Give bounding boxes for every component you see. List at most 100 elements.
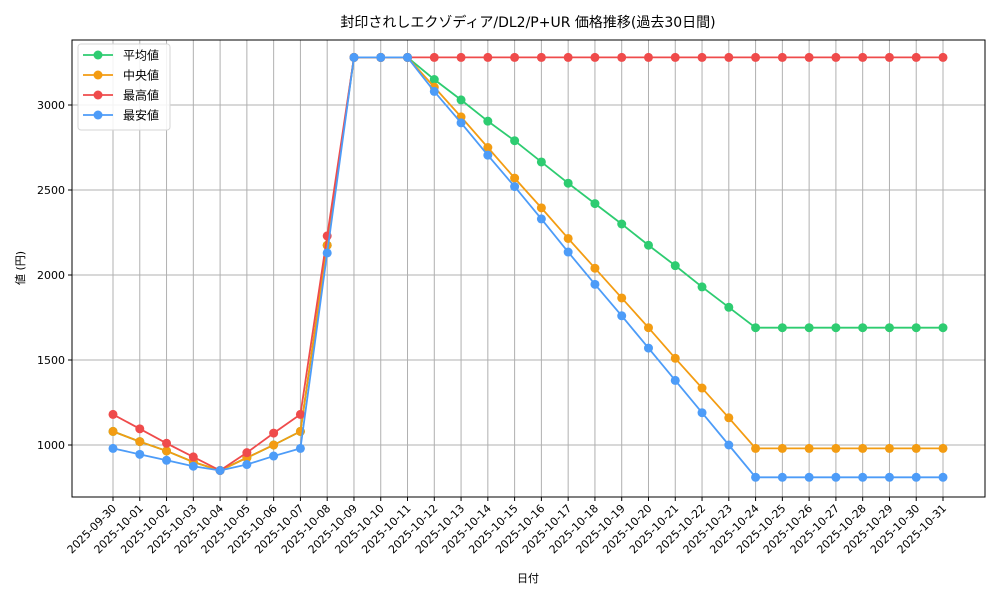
data-point-marker	[831, 472, 841, 482]
legend-label: 中央値	[123, 68, 159, 83]
data-point-marker	[724, 52, 734, 62]
series-最高値	[108, 52, 948, 475]
data-point-marker	[670, 353, 680, 363]
data-point-marker	[510, 182, 520, 192]
data-point-marker	[643, 52, 653, 62]
data-point-marker	[697, 282, 707, 292]
data-point-marker	[563, 247, 573, 257]
data-point-marker	[831, 323, 841, 333]
data-point-marker	[831, 52, 841, 62]
data-point-marker	[884, 472, 894, 482]
series-平均値	[108, 52, 948, 475]
data-point-marker	[643, 323, 653, 333]
x-axis-label: 日付	[517, 572, 539, 585]
legend-item: 最安値	[83, 108, 159, 123]
data-point-marker	[643, 343, 653, 353]
data-point-marker	[617, 293, 627, 303]
legend-label: 平均値	[123, 48, 159, 63]
data-point-marker	[617, 311, 627, 321]
data-point-marker	[724, 413, 734, 423]
legend-item: 平均値	[83, 48, 159, 63]
data-point-marker	[777, 472, 787, 482]
data-point-marker	[162, 446, 172, 456]
data-point-marker	[135, 424, 145, 434]
data-point-marker	[590, 199, 600, 209]
data-point-marker	[403, 52, 413, 62]
data-point-marker	[911, 443, 921, 453]
data-point-marker	[108, 426, 118, 436]
data-point-marker	[536, 157, 546, 167]
data-point-marker	[724, 302, 734, 312]
data-point-marker	[670, 375, 680, 385]
legend-marker-icon	[93, 70, 103, 80]
data-point-marker	[831, 443, 841, 453]
data-point-marker	[751, 472, 761, 482]
data-point-marker	[483, 143, 493, 152]
data-point-marker	[858, 443, 868, 453]
data-point-marker	[777, 52, 787, 62]
data-point-marker	[563, 52, 573, 62]
data-point-marker	[188, 452, 198, 462]
series-line	[112, 56, 943, 472]
data-point-marker	[215, 466, 225, 475]
data-point-marker	[938, 443, 948, 453]
data-point-marker	[376, 52, 386, 62]
data-point-marker	[536, 52, 546, 62]
data-point-marker	[938, 52, 948, 62]
series-line	[112, 56, 943, 472]
data-point-marker	[884, 443, 894, 453]
data-point-marker	[884, 323, 894, 333]
data-point-marker	[911, 323, 921, 333]
y-tick-label: 2500	[37, 184, 65, 197]
data-point-marker	[858, 472, 868, 482]
data-point-marker	[804, 323, 814, 333]
data-point-marker	[670, 52, 680, 62]
data-point-marker	[269, 451, 279, 461]
data-series	[108, 52, 948, 482]
data-point-marker	[563, 178, 573, 188]
data-point-marker	[135, 437, 145, 447]
data-point-marker	[858, 52, 868, 62]
y-axis-label: 値 (円)	[14, 251, 27, 285]
data-point-marker	[456, 95, 466, 105]
data-point-marker	[804, 443, 814, 453]
series-line	[112, 56, 943, 472]
legend-marker-icon	[93, 50, 103, 60]
data-point-marker	[724, 440, 734, 450]
plot-area-frame	[71, 39, 986, 498]
data-point-marker	[697, 408, 707, 418]
data-point-marker	[617, 52, 627, 62]
data-point-marker	[777, 443, 787, 453]
data-point-marker	[563, 233, 573, 243]
data-point-marker	[483, 52, 493, 62]
series-line	[112, 56, 943, 479]
legend-box	[77, 43, 171, 131]
data-point-marker	[804, 52, 814, 62]
legend-label: 最高値	[123, 88, 159, 103]
data-point-marker	[536, 203, 546, 213]
data-point-marker	[242, 460, 252, 470]
data-point-marker	[590, 52, 600, 62]
legend-item: 最高値	[83, 88, 159, 103]
data-point-marker	[858, 323, 868, 333]
data-point-marker	[751, 443, 761, 453]
data-point-marker	[456, 118, 466, 128]
data-point-marker	[804, 472, 814, 482]
legend-item: 中央値	[83, 68, 159, 83]
legend-marker-icon	[93, 110, 103, 120]
series-中央値	[108, 52, 948, 475]
data-point-marker	[510, 173, 520, 183]
data-point-marker	[483, 116, 493, 126]
y-axis-ticks: 1000 1500 2000 2500 3000	[37, 99, 72, 452]
y-tick-label: 2000	[37, 269, 65, 282]
data-point-marker	[938, 472, 948, 482]
data-point-marker	[590, 263, 600, 273]
data-point-marker	[617, 219, 627, 229]
data-point-marker	[884, 52, 894, 62]
legend-label: 最安値	[123, 108, 159, 123]
data-point-marker	[295, 409, 305, 419]
data-point-marker	[242, 448, 252, 458]
data-point-marker	[108, 409, 118, 419]
data-point-marker	[911, 52, 921, 62]
